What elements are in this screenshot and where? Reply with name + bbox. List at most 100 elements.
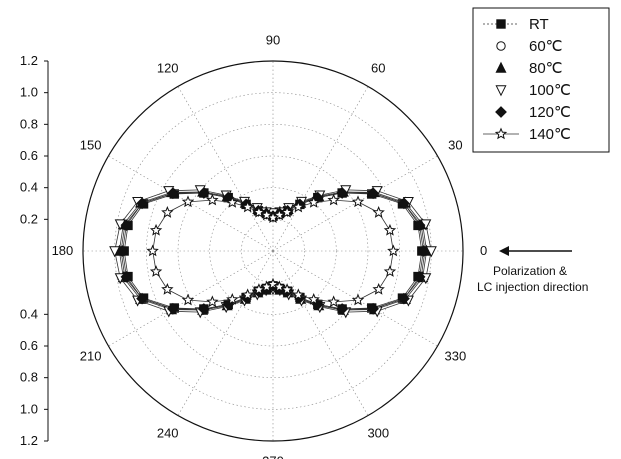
data-point xyxy=(146,244,159,257)
legend-marker xyxy=(495,85,507,97)
data-point xyxy=(417,245,430,257)
angle-label: 210 xyxy=(80,348,102,363)
legend-label: 120℃ xyxy=(529,104,571,121)
data-point xyxy=(226,293,239,305)
legend-item: 80℃ xyxy=(495,60,563,77)
angle-label: 180 xyxy=(52,243,74,258)
angle-label: 0 xyxy=(480,243,487,258)
grid-ring xyxy=(209,187,337,315)
data-point xyxy=(206,193,219,206)
angle-label: 240 xyxy=(157,425,179,440)
outer-ring xyxy=(82,60,464,442)
data-point xyxy=(351,293,365,306)
series-6 xyxy=(146,193,400,308)
data-point xyxy=(149,265,163,277)
data-point xyxy=(336,187,349,199)
data-point xyxy=(383,265,397,277)
legend: RT 60℃ 80℃ 100℃ 120℃ 140℃ xyxy=(472,7,610,153)
data-point xyxy=(260,208,273,221)
data-point xyxy=(327,295,340,308)
data-point xyxy=(109,246,121,258)
data-point xyxy=(367,187,380,200)
data-point xyxy=(161,206,174,218)
polar-grid xyxy=(82,60,464,442)
legend-label: 140℃ xyxy=(529,126,571,143)
data-point xyxy=(327,193,340,206)
radial-tick-label: 0.8 xyxy=(20,370,38,385)
data-point xyxy=(387,244,400,257)
legend-box xyxy=(472,7,610,153)
data-point xyxy=(181,293,195,306)
angle-label: 330 xyxy=(445,348,467,363)
radial-tick-label: 0.6 xyxy=(20,148,38,163)
grid-ring xyxy=(146,124,400,378)
data-point xyxy=(292,288,305,301)
legend-label: 60℃ xyxy=(529,38,563,55)
data-point xyxy=(120,219,133,232)
legend-item: 140℃ xyxy=(483,126,571,143)
data-point xyxy=(120,270,133,283)
legend-marker xyxy=(495,106,507,118)
data-point xyxy=(181,195,195,208)
legend-item: RT xyxy=(483,16,549,33)
data-point xyxy=(161,282,174,295)
legend-item: 60℃ xyxy=(496,38,563,55)
data-point xyxy=(292,200,305,213)
legend-item: 120℃ xyxy=(495,104,571,121)
radial-axis: 1.2 1.0 0.8 0.6 0.4 0.2 0.4 0.6 0.8 1.0 1.2 xyxy=(20,53,49,448)
data-point xyxy=(197,187,210,199)
data-point xyxy=(252,205,266,218)
legend-marker xyxy=(496,19,506,29)
grid-spoke xyxy=(177,250,274,416)
data-point xyxy=(398,197,410,210)
radial-tick-label: 0.6 xyxy=(20,338,38,353)
radial-tick-label: 0.4 xyxy=(20,180,38,195)
radial-tick-label: 1.0 xyxy=(20,401,38,416)
data-point xyxy=(136,197,148,210)
data-point xyxy=(116,245,129,257)
data-point xyxy=(372,282,385,295)
grid-spoke xyxy=(272,250,369,416)
angle-label: 150 xyxy=(80,138,102,153)
angle-label: 60 xyxy=(371,61,385,76)
data-point xyxy=(273,280,286,293)
legend-label: RT xyxy=(529,16,549,33)
angle-label: 90 xyxy=(266,32,280,47)
data-series xyxy=(109,185,437,319)
data-point xyxy=(280,205,294,218)
legend-label: 80℃ xyxy=(529,60,563,77)
data-point xyxy=(206,295,219,308)
radial-tick-label: 1.2 xyxy=(20,433,38,448)
radial-tick-label: 0.4 xyxy=(20,306,38,321)
data-point xyxy=(226,195,239,208)
data-point xyxy=(413,219,426,232)
legend-marker xyxy=(494,127,508,140)
angle-label: 270 xyxy=(262,454,284,459)
radial-tick-label: 0.2 xyxy=(20,211,38,226)
angle-label: 30 xyxy=(448,138,462,153)
grid-ring xyxy=(177,155,369,347)
direction-annotation: Polarization & LC injection direction xyxy=(477,246,588,294)
legend-marker xyxy=(495,61,507,73)
data-point xyxy=(307,293,320,305)
angle-label: 120 xyxy=(157,61,179,76)
data-point xyxy=(398,292,410,305)
legend-label: 100℃ xyxy=(529,82,571,99)
data-point xyxy=(241,200,254,213)
data-point xyxy=(307,195,320,208)
data-point xyxy=(336,303,349,315)
annotation-line-2: LC injection direction xyxy=(477,280,588,294)
radial-tick-label: 0.8 xyxy=(20,116,38,131)
direction-arrow-icon xyxy=(499,246,509,256)
data-point xyxy=(197,303,210,315)
data-point xyxy=(136,292,148,305)
legend-marker xyxy=(496,41,506,51)
data-point xyxy=(280,283,294,295)
data-point xyxy=(241,288,254,301)
angle-labels: 0 30 60 90 120 150 180 210 240 270 300 330 xyxy=(52,32,488,459)
data-point xyxy=(413,270,426,283)
radial-tick-label: 1.2 xyxy=(20,53,38,68)
radial-tick-label: 1.0 xyxy=(20,85,38,100)
annotation-line-1: Polarization & xyxy=(493,264,567,278)
